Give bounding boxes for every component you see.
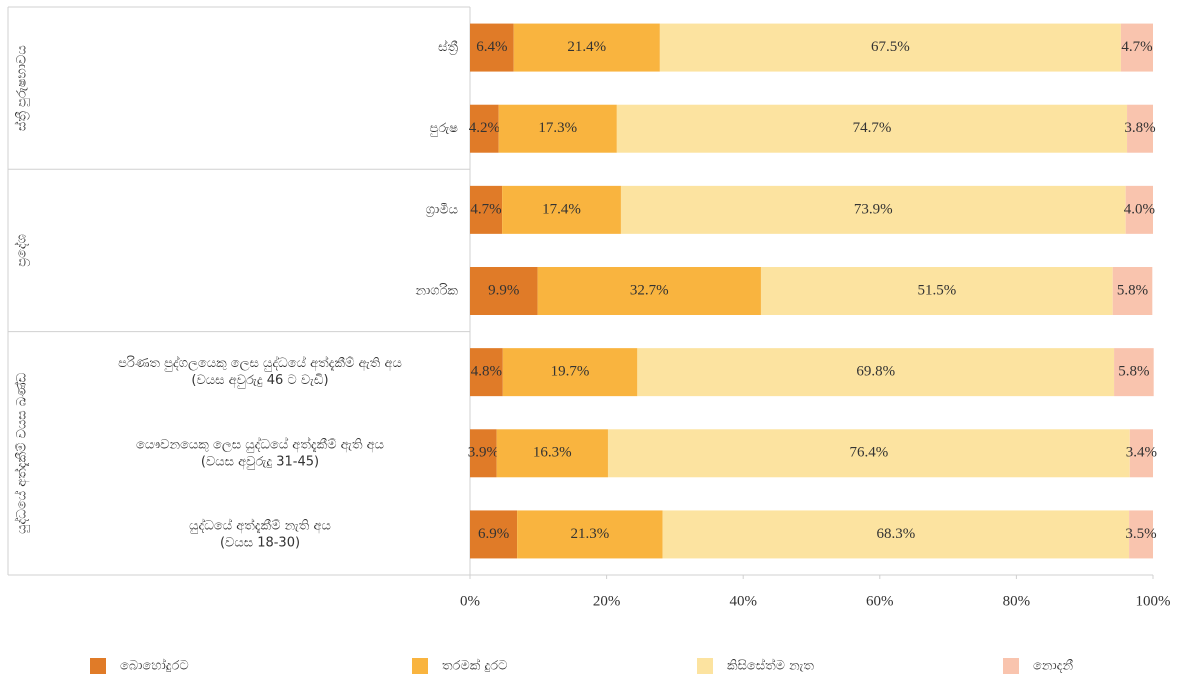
legend-label: නොදනී <box>1033 659 1073 674</box>
x-tick-label: 100% <box>1136 593 1171 609</box>
bar-segment <box>470 429 497 478</box>
bar-segment <box>637 348 1115 397</box>
bar-segment <box>616 104 1128 153</box>
value-label: 32.7% <box>630 282 669 298</box>
x-tick-label: 80% <box>1003 593 1031 609</box>
value-label: 21.3% <box>570 526 609 542</box>
value-label: 9.9% <box>488 282 519 298</box>
bar-segment <box>1129 510 1153 559</box>
legend-swatch <box>1003 658 1019 674</box>
value-label: 67.5% <box>871 39 910 55</box>
bar-segment <box>470 510 518 559</box>
x-tick-label: 60% <box>866 593 894 609</box>
value-label: 16.3% <box>533 445 572 461</box>
category-label: ග්‍රාමීය <box>426 202 458 217</box>
legend-swatch <box>90 658 106 674</box>
legend-swatch <box>412 658 428 674</box>
value-label: 17.3% <box>538 120 577 136</box>
bar-segment <box>1125 185 1153 234</box>
bar-segment <box>470 104 499 153</box>
legend-swatch <box>697 658 713 674</box>
legend-label: තරමක් දුරට <box>442 657 507 673</box>
x-tick-label: 40% <box>729 593 757 609</box>
bar-segment <box>662 510 1130 559</box>
value-label: 51.5% <box>917 282 956 298</box>
bar-segment <box>1112 267 1153 315</box>
value-label: 3.4% <box>1126 445 1157 461</box>
value-label: 73.9% <box>854 201 893 217</box>
category-label: ස්ත්‍රී <box>438 39 458 55</box>
value-label: 4.7% <box>470 201 501 217</box>
category-label: (වයස 18-30) <box>220 535 300 550</box>
bar-segment <box>659 23 1121 72</box>
category-label: නාගරික <box>415 283 458 299</box>
category-label: යුද්ධයේ අත්දැකීම් නැති අය <box>189 517 331 533</box>
value-label: 4.7% <box>1121 39 1152 55</box>
bar-segment <box>760 267 1113 315</box>
x-tick-label: 20% <box>593 593 621 609</box>
bar-segment <box>470 185 503 234</box>
value-label: 69.8% <box>856 364 895 380</box>
legend-label: කිසිසේත්ම නැත <box>727 657 814 673</box>
value-label: 76.4% <box>849 445 888 461</box>
category-label: පරිණත පුද්ගලයෙකු ලෙස යුද්ධයේ අත්දැකීම් ඇ… <box>118 355 402 371</box>
value-label: 21.4% <box>567 39 606 55</box>
value-label: 74.7% <box>853 120 892 136</box>
category-label: (වයස අවුරුදු 46 ට වැඩි) <box>191 373 328 388</box>
bar-segment <box>470 23 514 72</box>
group-label: ප්‍රදේශ <box>13 234 29 267</box>
bar-segment <box>1114 348 1154 397</box>
value-label: 5.8% <box>1117 282 1148 298</box>
bar-segment <box>1129 429 1153 478</box>
category-label: (වයස අවුරුදු 31-45) <box>201 454 319 469</box>
category-label: පුරුෂ <box>429 121 458 136</box>
bar-segment <box>470 267 538 315</box>
value-label: 5.8% <box>1118 364 1149 380</box>
value-label: 19.7% <box>551 364 590 380</box>
bar-segment <box>470 348 503 397</box>
bar-segment <box>1120 23 1153 72</box>
bar-segment <box>513 23 660 72</box>
value-label: 4.2% <box>469 120 500 136</box>
bar-segment <box>496 429 608 478</box>
bar-segment <box>498 104 617 153</box>
bar-segment <box>517 510 663 559</box>
bar-segment <box>620 185 1126 234</box>
value-label: 4.8% <box>471 364 502 380</box>
bar-segment <box>607 429 1130 478</box>
bar-segment <box>1127 104 1153 153</box>
value-label: 3.8% <box>1124 120 1155 136</box>
legend-label: බොහෝදුරට <box>120 658 189 674</box>
value-label: 4.0% <box>1124 201 1155 217</box>
bar-segment <box>537 267 761 315</box>
group-label: ස්ත්‍රී පුරුෂභාවය <box>13 45 29 131</box>
value-label: 3.5% <box>1125 526 1156 542</box>
category-label: යෞවනයෙකු ලෙස යුද්ධයේ අත්දැකීම් ඇති අය <box>136 436 384 452</box>
x-tick-label: 0% <box>460 593 480 609</box>
value-label: 68.3% <box>876 526 915 542</box>
group-label: යුද්ධයේ අත්දැකීම් වයස ඛණ්ඩ <box>13 372 29 534</box>
bar-segment <box>502 185 621 234</box>
value-label: 3.9% <box>468 445 499 461</box>
bar-segment <box>502 348 638 397</box>
value-label: 6.9% <box>478 526 509 542</box>
value-label: 6.4% <box>476 39 507 55</box>
value-label: 17.4% <box>542 201 581 217</box>
